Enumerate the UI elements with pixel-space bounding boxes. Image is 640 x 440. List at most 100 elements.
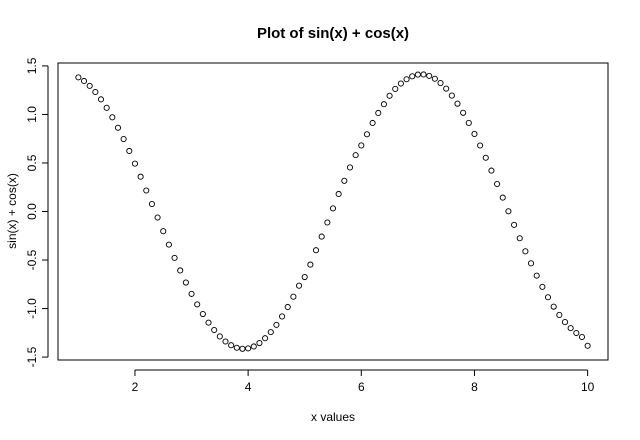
data-point bbox=[165, 241, 172, 248]
data-point bbox=[97, 96, 105, 103]
data-point bbox=[420, 71, 427, 78]
data-point bbox=[114, 124, 122, 131]
y-axis-label: sin(x) + cos(x) bbox=[5, 173, 19, 249]
data-point bbox=[431, 75, 438, 82]
chart-title: Plot of sin(x) + cos(x) bbox=[257, 25, 409, 42]
data-point bbox=[346, 164, 354, 171]
y-tick-label: 1.0 bbox=[25, 106, 39, 123]
data-point bbox=[290, 293, 297, 300]
data-point bbox=[539, 283, 546, 290]
data-point bbox=[273, 321, 280, 328]
data-point bbox=[414, 71, 421, 78]
data-point bbox=[279, 313, 286, 320]
data-point bbox=[222, 338, 229, 345]
data-point bbox=[318, 233, 325, 240]
data-point bbox=[205, 319, 212, 326]
data-point bbox=[578, 333, 586, 341]
data-point bbox=[527, 260, 535, 267]
x-axis: 2 4 6 8 10 bbox=[132, 369, 595, 394]
data-point bbox=[103, 104, 110, 111]
data-point bbox=[329, 205, 337, 212]
data-point bbox=[522, 248, 529, 255]
data-point bbox=[341, 177, 348, 184]
x-tick-label: 10 bbox=[581, 380, 595, 394]
data-point bbox=[477, 142, 484, 149]
data-point bbox=[386, 92, 393, 99]
data-point bbox=[494, 180, 501, 188]
data-point bbox=[352, 152, 359, 159]
y-axis: -1.5 -1.0 -0.5 0.0 0.5 1.0 1.5 bbox=[25, 57, 49, 367]
data-point bbox=[454, 100, 461, 107]
data-point bbox=[250, 343, 257, 350]
data-point bbox=[295, 282, 303, 289]
data-point bbox=[448, 92, 455, 99]
data-point bbox=[567, 325, 574, 332]
data-point bbox=[499, 194, 506, 201]
data-point bbox=[245, 345, 252, 352]
data-point bbox=[86, 82, 93, 89]
data-point bbox=[120, 135, 127, 143]
data-point bbox=[143, 187, 150, 194]
data-point bbox=[188, 290, 195, 297]
x-tick-label: 6 bbox=[358, 380, 365, 394]
data-point bbox=[544, 294, 552, 301]
data-point bbox=[199, 310, 206, 318]
data-point bbox=[505, 208, 512, 215]
data-point bbox=[239, 345, 246, 352]
data-point bbox=[460, 109, 467, 116]
data-point bbox=[75, 74, 82, 81]
plot-frame bbox=[57, 62, 609, 361]
y-tick-label: -1.5 bbox=[25, 346, 39, 367]
data-point bbox=[409, 73, 416, 80]
data-point bbox=[550, 303, 557, 310]
x-tick-label: 8 bbox=[471, 380, 478, 394]
x-axis-label: x values bbox=[311, 410, 355, 424]
x-tick-label: 4 bbox=[245, 380, 252, 394]
data-point bbox=[171, 254, 178, 261]
data-point bbox=[194, 301, 201, 308]
data-point bbox=[556, 311, 563, 318]
data-point bbox=[533, 272, 540, 279]
data-point bbox=[392, 85, 399, 92]
data-point bbox=[397, 80, 404, 87]
data-point bbox=[511, 221, 518, 228]
data-point bbox=[233, 344, 240, 351]
data-point bbox=[182, 279, 189, 286]
data-point bbox=[137, 173, 144, 180]
x-tick-label: 2 bbox=[132, 380, 139, 394]
data-point bbox=[301, 273, 308, 281]
data-point bbox=[109, 114, 116, 121]
y-tick-label: -1.0 bbox=[25, 298, 39, 319]
data-point bbox=[488, 167, 495, 174]
data-point bbox=[267, 329, 274, 336]
data-point bbox=[228, 342, 235, 349]
data-point bbox=[256, 339, 263, 347]
data-point bbox=[335, 190, 342, 198]
data-point bbox=[465, 119, 472, 126]
data-point bbox=[126, 147, 133, 155]
data-point bbox=[160, 228, 167, 235]
data-point bbox=[216, 333, 223, 340]
data-point bbox=[154, 214, 161, 221]
data-point bbox=[426, 72, 433, 79]
data-point bbox=[380, 101, 387, 108]
data-point bbox=[80, 77, 88, 85]
data-point bbox=[482, 154, 489, 161]
data-point bbox=[262, 335, 269, 342]
data-point bbox=[358, 142, 365, 149]
data-point bbox=[211, 326, 218, 334]
data-point bbox=[312, 247, 320, 254]
y-tick-label: 0.5 bbox=[25, 154, 39, 171]
y-tick-label: 0.0 bbox=[25, 203, 39, 220]
data-point bbox=[375, 109, 382, 117]
data-point bbox=[471, 130, 478, 138]
data-point bbox=[177, 267, 184, 274]
data-point bbox=[148, 201, 155, 208]
data-point bbox=[324, 219, 331, 226]
data-point bbox=[284, 303, 291, 311]
data-point bbox=[437, 79, 444, 87]
data-point bbox=[307, 261, 314, 268]
data-point bbox=[584, 342, 591, 349]
data-point bbox=[369, 119, 376, 127]
